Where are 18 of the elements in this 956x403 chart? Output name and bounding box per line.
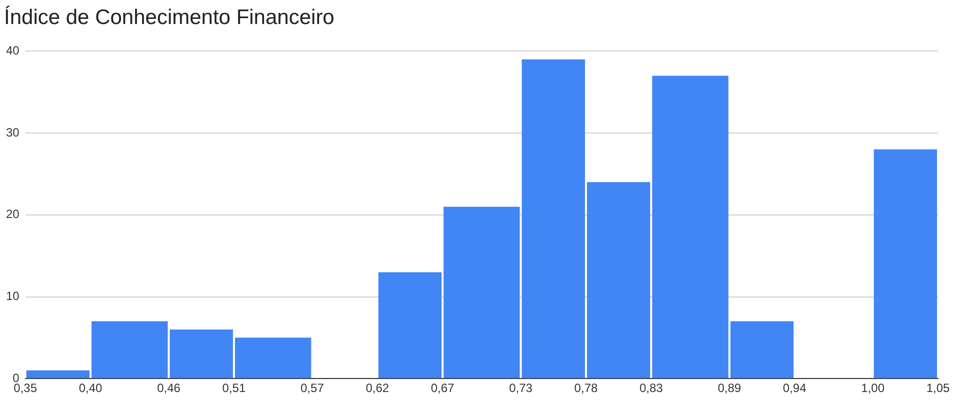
x-tick-label: 0,40 [78, 381, 103, 396]
chart-title: Índice de Conhecimento Financeiro [4, 6, 334, 30]
x-tick-label: 1,05 [926, 381, 950, 396]
y-tick-label: 20 [6, 207, 20, 222]
y-tick-label: 10 [6, 289, 20, 304]
x-tick-label: 0,46 [157, 381, 181, 396]
x-tick-label: 0,62 [366, 381, 390, 396]
x-tick-label: 0,51 [222, 381, 246, 396]
x-tick-label: 0,94 [782, 381, 807, 396]
x-tick-label: 0,57 [300, 381, 324, 396]
y-tick-label: 40 [6, 44, 20, 58]
x-tick-label: 0,78 [574, 381, 598, 396]
x-tick-label: 0,73 [509, 381, 533, 396]
x-tick-label: 0,67 [430, 381, 455, 396]
x-tick-label: 1,00 [861, 381, 885, 396]
x-tick-label: 0,89 [718, 381, 742, 396]
y-tick-label: 30 [6, 125, 20, 140]
x-tick-label: 0,83 [639, 381, 664, 396]
